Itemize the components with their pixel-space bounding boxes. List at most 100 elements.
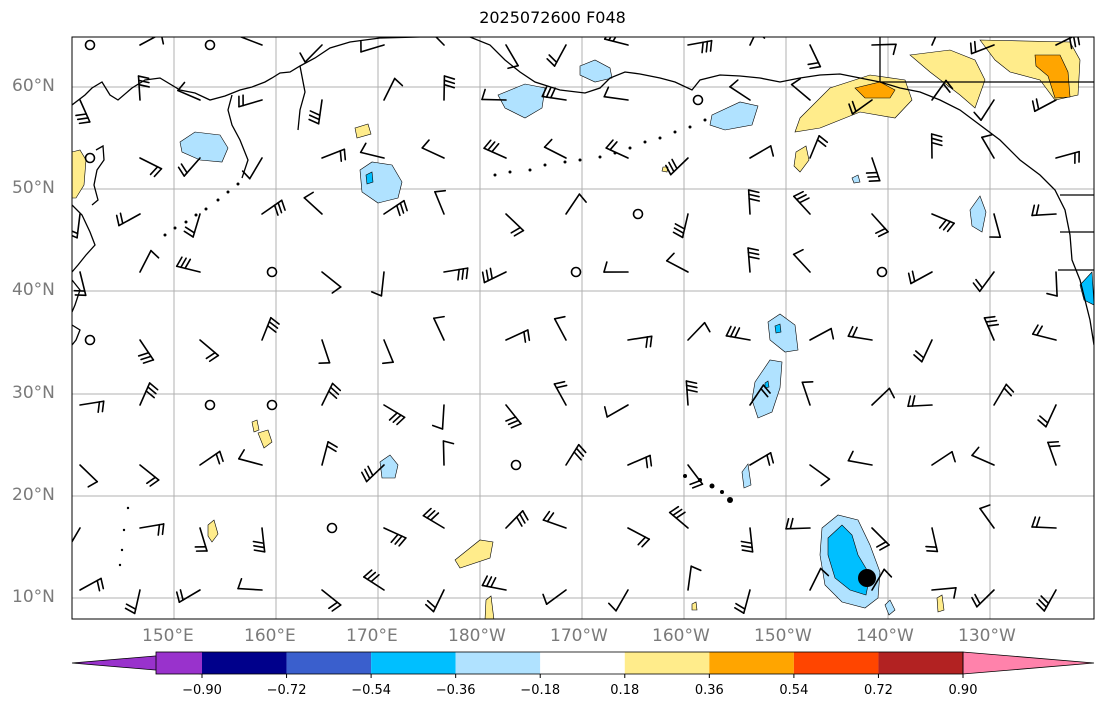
wind-barb <box>627 527 651 548</box>
wind-barb <box>194 527 208 552</box>
wind-barb <box>139 249 160 273</box>
wind-barb <box>238 94 263 108</box>
wind-barb <box>749 451 775 466</box>
colorbar-tick-label: 0.36 <box>694 683 724 698</box>
lon-label: 140°W <box>856 626 914 646</box>
wind-barb <box>299 44 323 63</box>
wind-barb <box>792 190 811 215</box>
wind-barb <box>481 88 507 101</box>
colorbar-extend-high <box>962 651 1095 675</box>
wind-barb <box>1046 271 1058 297</box>
wind-barb <box>809 567 830 591</box>
wind-barb <box>308 99 323 125</box>
wind-barb <box>75 99 91 125</box>
wind-barb <box>801 380 814 406</box>
wind-barb <box>809 327 835 341</box>
wind-barb <box>383 199 408 217</box>
wind-barb <box>261 199 286 216</box>
wind-barb <box>443 267 469 281</box>
wind-barb <box>603 261 629 273</box>
lat-label: 60°N <box>12 76 55 96</box>
wind-barb <box>627 335 653 349</box>
wind-barb <box>139 37 165 46</box>
wind-barb <box>931 213 955 233</box>
wind-barb <box>971 589 995 608</box>
lat-label: 40°N <box>12 280 55 300</box>
wind-barb <box>603 86 629 101</box>
wind-barb <box>137 339 155 364</box>
wind-barb <box>139 157 163 178</box>
colorbar-segment <box>286 652 372 674</box>
wind-barb <box>431 404 445 430</box>
wind-barb <box>321 382 342 406</box>
wind-barb <box>931 587 957 599</box>
wind-barb <box>989 213 1002 238</box>
wind-barb <box>665 252 689 273</box>
island-chains <box>118 118 733 567</box>
wind-barb <box>749 37 766 46</box>
wind-barb <box>483 139 507 159</box>
wind-barb <box>421 139 445 159</box>
wind-barb <box>740 527 754 553</box>
wind-barb <box>318 339 331 364</box>
lon-label: 160°E <box>244 626 296 646</box>
lat-label: 20°N <box>12 485 55 505</box>
wind-barb <box>809 135 829 159</box>
calm-wind-circle <box>326 522 338 534</box>
wind-barb <box>443 75 456 101</box>
lon-label: 170°W <box>550 626 608 646</box>
colorbar-segment <box>540 652 625 674</box>
wind-barb <box>749 145 775 159</box>
positive-anomaly-regions <box>72 39 1081 619</box>
lon-label: 150°W <box>754 626 812 646</box>
wind-barb <box>725 325 751 341</box>
wind-barb <box>505 44 519 70</box>
wind-barb <box>931 79 954 101</box>
calm-wind-circle <box>204 39 216 51</box>
colorbar-segment <box>371 652 456 674</box>
wind-barb <box>871 568 893 591</box>
wind-barb <box>734 589 751 614</box>
wind-barb <box>361 464 385 483</box>
wind-barb <box>747 189 761 215</box>
lon-label: 170°E <box>346 626 398 646</box>
wind-barb <box>807 44 822 70</box>
wind-barb <box>993 383 1015 406</box>
wind-barb <box>434 37 445 46</box>
wind-barb <box>124 589 141 615</box>
wind-barb <box>543 138 567 159</box>
wind-barb <box>1031 324 1057 341</box>
wind-barb <box>72 213 81 239</box>
wind-barbs <box>72 37 1081 615</box>
wind-barb <box>177 157 201 177</box>
wind-barb <box>383 404 406 426</box>
wind-barb <box>1031 516 1057 529</box>
wind-barb <box>925 527 939 553</box>
wind-barb <box>542 589 567 605</box>
wind-barb <box>370 271 385 297</box>
colorbar <box>71 651 1095 678</box>
lat-label: 30°N <box>12 383 55 403</box>
wind-barb <box>139 382 159 406</box>
colorbar-segment <box>156 652 202 674</box>
colorbar-tick-label: 0.54 <box>779 683 809 698</box>
wind-barb <box>505 329 531 343</box>
wind-barb <box>321 148 347 163</box>
calm-wind-circle <box>876 266 888 278</box>
wind-barb <box>979 504 995 529</box>
colorbar-segment <box>878 652 963 674</box>
wind-barb <box>790 77 811 101</box>
calm-wind-circle <box>84 334 96 346</box>
wind-barb <box>183 213 201 238</box>
wind-barb <box>237 577 263 591</box>
lon-label: 150°E <box>142 626 194 646</box>
wind-barb <box>1031 204 1057 217</box>
wind-barb <box>983 315 1000 341</box>
wind-barb <box>627 454 653 469</box>
wind-barb <box>847 450 873 466</box>
wind-barb <box>848 99 873 115</box>
wind-barb <box>115 212 141 227</box>
wind-barb <box>1047 440 1061 466</box>
wind-barb <box>481 575 507 591</box>
